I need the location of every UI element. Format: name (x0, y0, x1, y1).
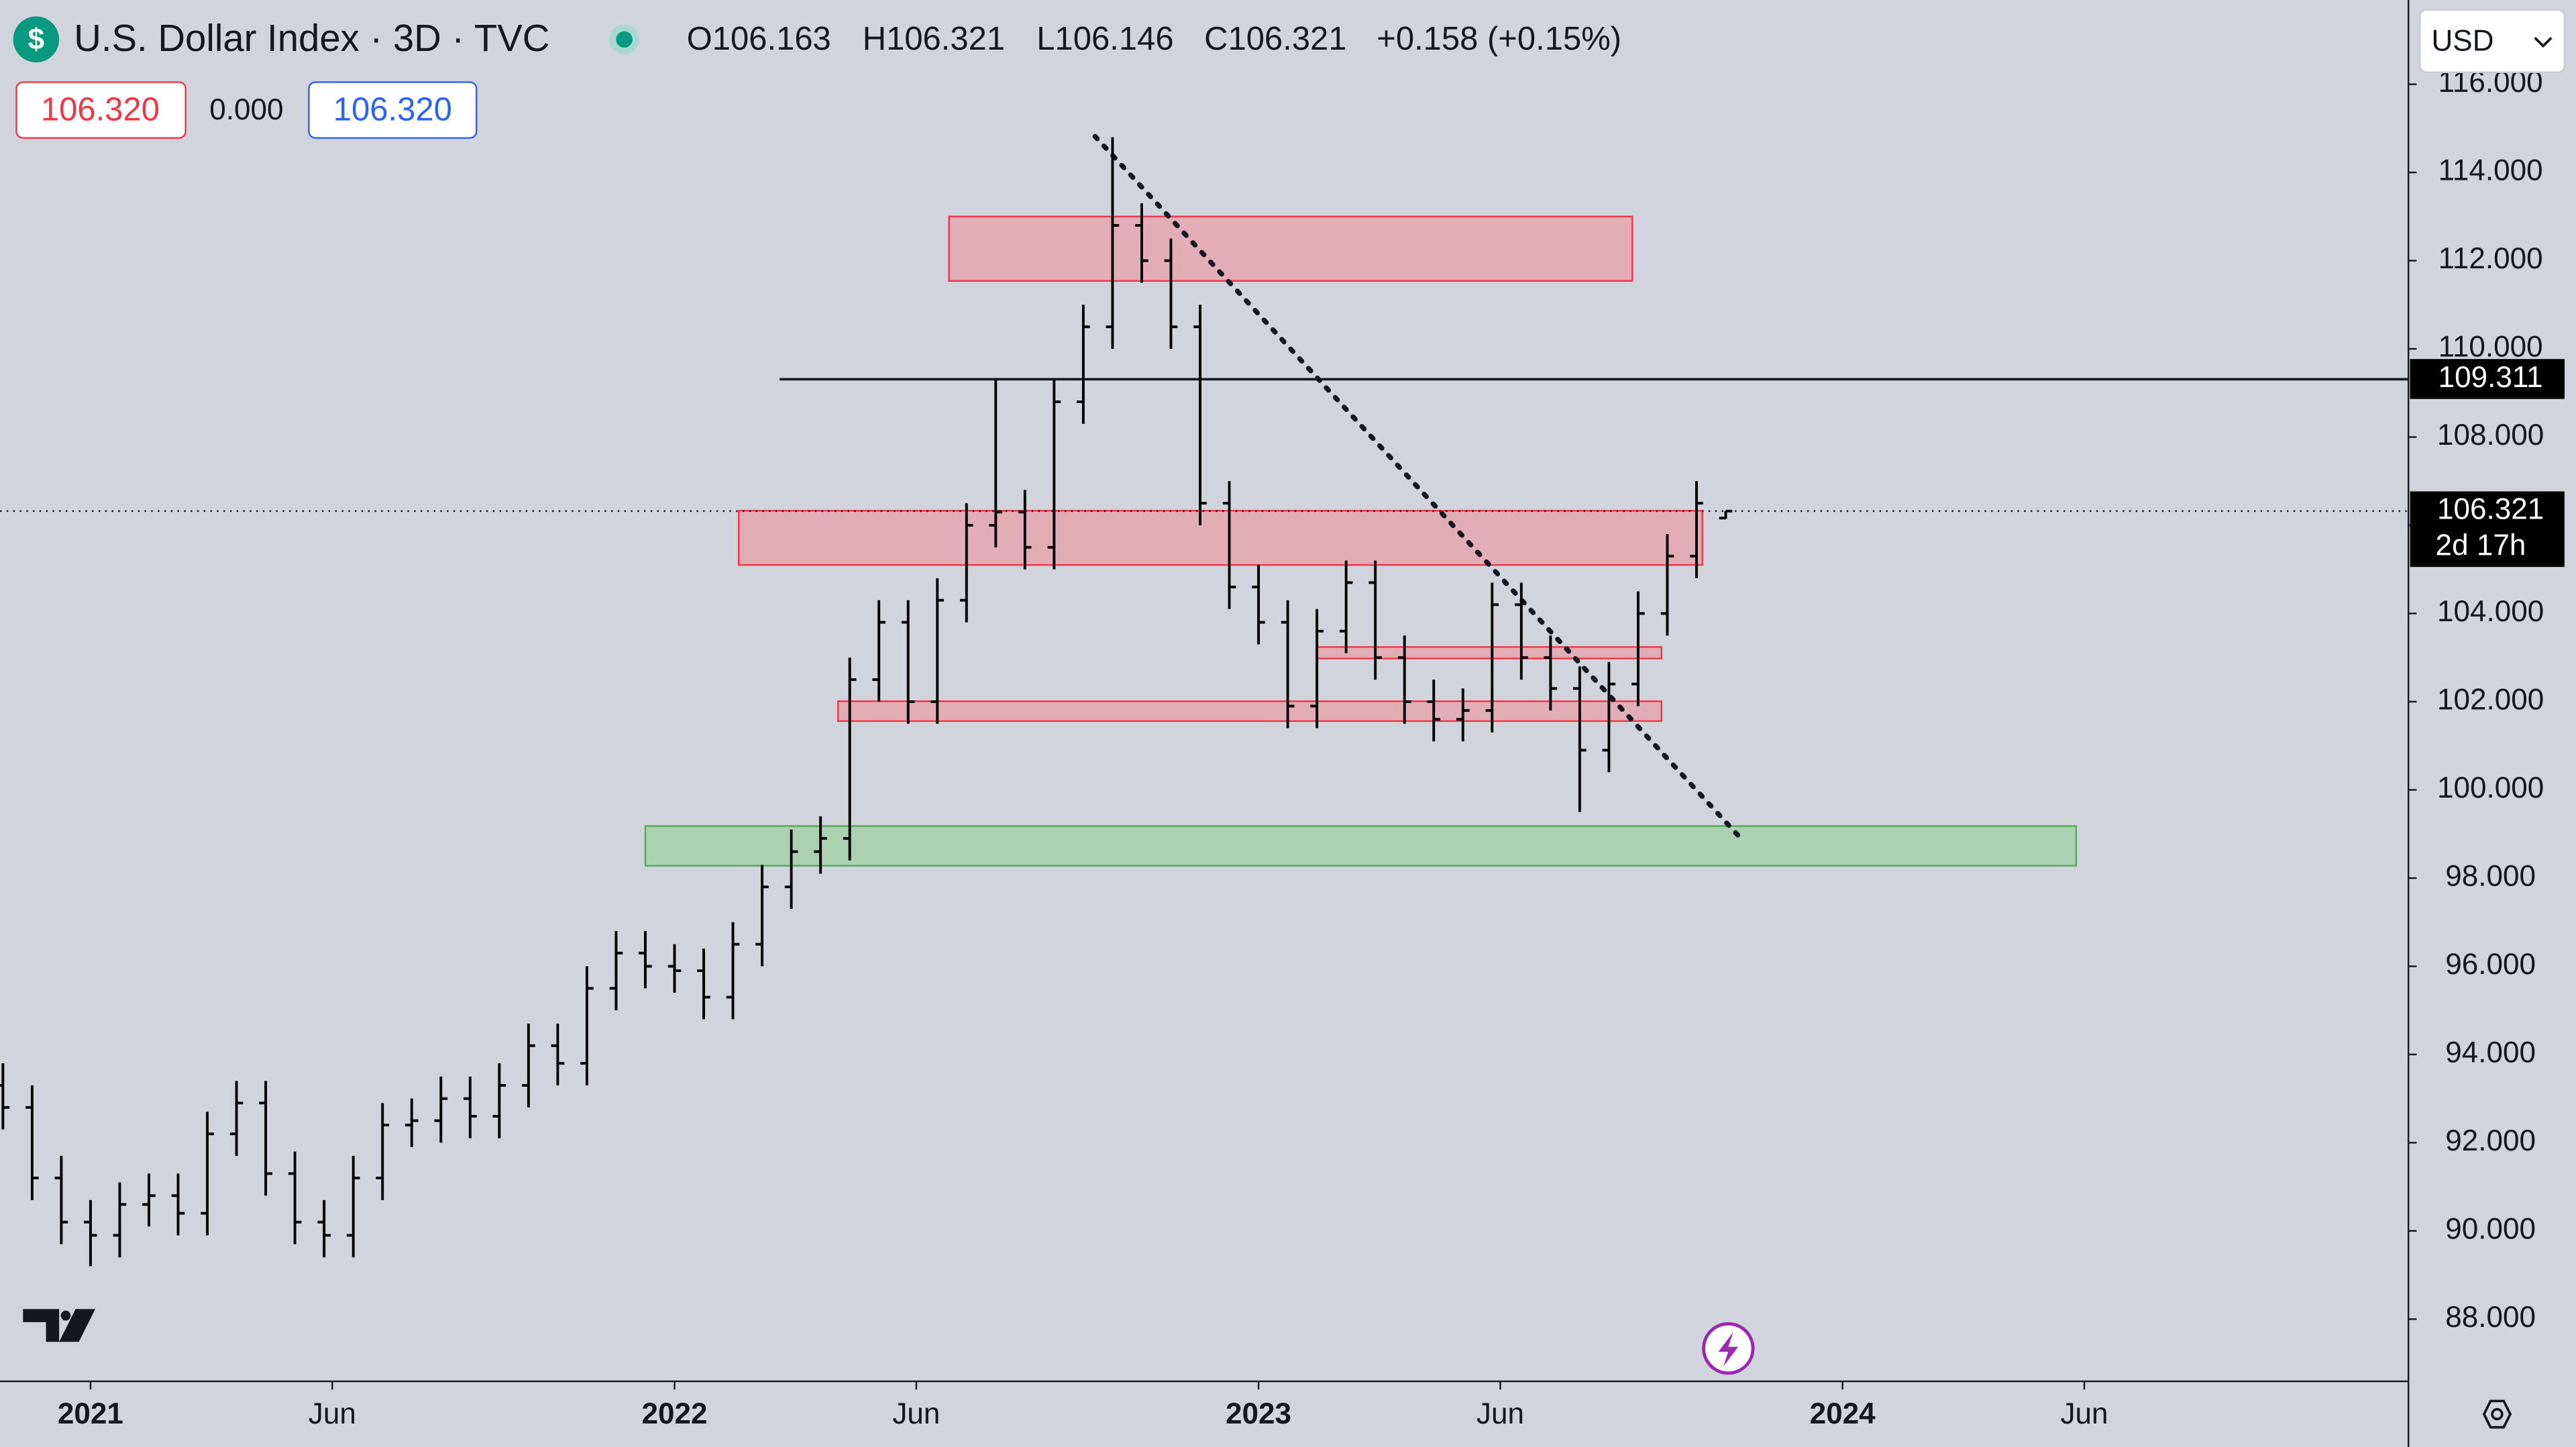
y-tick-label: 112.000 (2438, 242, 2543, 275)
y-tick-label: 92.000 (2445, 1124, 2536, 1157)
y-tick-label: 110.000 (2438, 331, 2543, 364)
currency-select[interactable] (2419, 9, 2566, 73)
spread: 0.000 (209, 93, 283, 126)
ohlc-open: O106.163 (687, 21, 831, 57)
zone (1316, 646, 1662, 659)
axes: 88.000 90.000 92.000 94.000 96.000 98.000 100.… (58, 66, 2565, 1430)
flash-icon (1718, 1332, 1739, 1367)
x-tick-label: 2024 (1810, 1397, 1876, 1430)
y-tick-label: 98.000 (2445, 860, 2536, 893)
price-label-box (2410, 359, 2565, 399)
plot (0, 133, 2409, 1267)
x-tick-label: Jun (1477, 1397, 1524, 1430)
symbol-title: U.S. Dollar Index · 3D · TVC (74, 17, 549, 59)
status-dot (616, 31, 633, 48)
zone (644, 825, 2078, 867)
y-tick-label: 100.000 (2437, 771, 2544, 804)
countdown-label: 2d 17h (2436, 529, 2526, 561)
ohlc-close: C106.321 (1204, 21, 1346, 57)
zone (837, 700, 1662, 722)
tv-logo (60, 1310, 71, 1321)
price-label: 106.321 (2437, 493, 2544, 526)
symbol-icon-glyph: $ (28, 23, 45, 56)
x-tick-label: Jun (2061, 1397, 2108, 1430)
dropdown-arrow (2534, 37, 2553, 48)
price-label: 109.311 (2438, 361, 2543, 394)
y-tick-label: 114.000 (2438, 154, 2543, 187)
x-tick-label: 2021 (58, 1397, 123, 1430)
ohlc-low: L106.146 (1036, 21, 1173, 57)
tv-logo (23, 1309, 96, 1342)
y-tick-label: 88.000 (2445, 1301, 2536, 1334)
buy-button[interactable] (308, 81, 478, 139)
y-tick-label: 102.000 (2437, 684, 2544, 716)
x-tick-label: Jun (309, 1397, 356, 1430)
x-tick-label: Jun (892, 1397, 940, 1430)
symbol-icon (13, 16, 60, 63)
trendline (1092, 133, 1746, 844)
buy-price[interactable]: 106.320 (333, 91, 452, 127)
settings-icon (2491, 1407, 2504, 1421)
y-tick-label: 94.000 (2445, 1036, 2536, 1069)
price-label-box (2410, 491, 2565, 568)
zone (948, 215, 1633, 282)
settings-icon[interactable] (2482, 1399, 2512, 1429)
y-tick-label: 96.000 (2445, 948, 2536, 981)
x-tick-label: 2022 (641, 1397, 707, 1430)
ohlc-high: H106.321 (863, 21, 1005, 57)
ohlc-change: +0.158 (+0.15%) (1377, 21, 1621, 57)
zone (738, 510, 1703, 566)
sell-price[interactable]: 106.320 (41, 91, 160, 127)
sell-button[interactable] (15, 81, 186, 139)
y-tick-label: 108.000 (2437, 419, 2544, 451)
y-tick-label: 90.000 (2445, 1213, 2536, 1246)
currency-label[interactable]: USD (2431, 24, 2493, 57)
y-tick-label: 104.000 (2437, 595, 2544, 628)
x-tick-label: 2023 (1226, 1397, 1291, 1430)
